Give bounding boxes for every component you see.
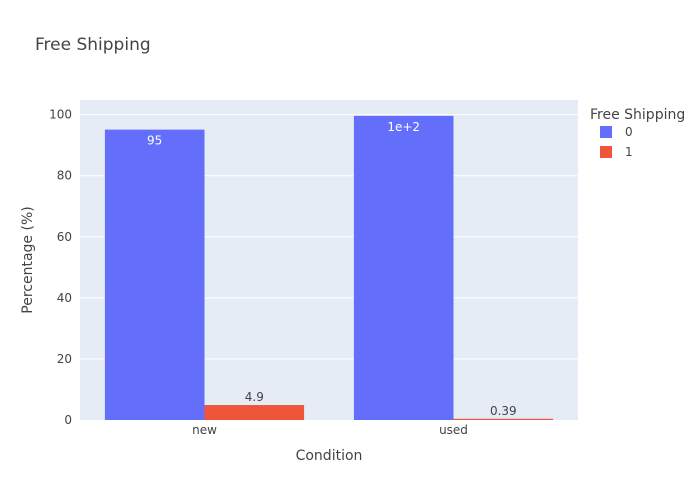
bar-label: 0.39 xyxy=(490,404,517,418)
y-tick-label: 40 xyxy=(57,291,72,305)
y-tick-label: 0 xyxy=(64,413,72,427)
chart-title: Free Shipping xyxy=(35,35,151,55)
bar-used-1 xyxy=(453,418,554,420)
bar-new-1 xyxy=(204,405,305,420)
bars xyxy=(104,115,554,421)
legend-label-0: 0 xyxy=(625,125,633,139)
legend-label-1: 1 xyxy=(625,145,633,159)
bar-label: 4.9 xyxy=(245,390,264,404)
y-tick-label: 60 xyxy=(57,230,72,244)
bar-label: 1e+2 xyxy=(387,120,420,134)
y-axis-ticks: 0 20 40 60 80 100 xyxy=(49,108,72,427)
x-axis-ticks: new used xyxy=(192,423,468,437)
bar-labels: 95 4.9 1e+2 0.39 xyxy=(147,120,517,418)
legend: Free Shipping 0 1 xyxy=(590,107,685,159)
x-tick-label: new xyxy=(192,423,217,437)
legend-swatch-1 xyxy=(600,146,612,158)
y-axis-title: Percentage (%) xyxy=(20,206,36,313)
x-axis-title: Condition xyxy=(296,448,363,464)
y-tick-label: 20 xyxy=(57,352,72,366)
bar-used-0 xyxy=(353,115,454,421)
legend-title: Free Shipping xyxy=(590,107,685,123)
bar-label: 95 xyxy=(147,134,162,148)
y-tick-label: 100 xyxy=(49,108,72,122)
bar-new-0 xyxy=(104,129,205,420)
y-tick-label: 80 xyxy=(57,169,72,183)
legend-swatch-0 xyxy=(600,126,612,138)
x-tick-label: used xyxy=(439,423,468,437)
